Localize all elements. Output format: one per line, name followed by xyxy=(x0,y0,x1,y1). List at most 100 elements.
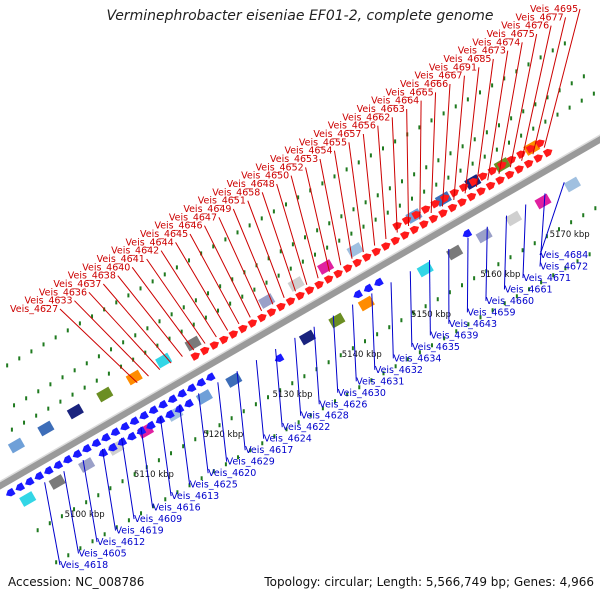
tick-dot xyxy=(394,139,397,144)
feature-box xyxy=(504,210,523,227)
tick-dot xyxy=(79,546,82,551)
tick-dot xyxy=(182,444,185,449)
tick-dot xyxy=(60,514,63,519)
gene-label: Veis_4635 xyxy=(412,342,460,353)
tick-dot xyxy=(194,437,197,442)
tick-dot xyxy=(107,371,110,376)
tick-dot xyxy=(522,109,525,114)
gene-label: Veis_4665 xyxy=(386,87,434,98)
forward-gene-arrow xyxy=(390,236,401,246)
feature-box xyxy=(96,386,114,403)
forward-gene-arrow xyxy=(247,319,258,328)
feature-box xyxy=(225,372,243,388)
tick-dot xyxy=(478,90,481,95)
tick-dot xyxy=(134,333,137,338)
label-connector xyxy=(390,282,394,359)
tick-dot xyxy=(369,153,372,158)
tick-dot xyxy=(339,353,342,358)
label-connector xyxy=(539,193,546,267)
forward-strand-labels: Veis_4695Veis_4677Veis_4676Veis_4675Veis… xyxy=(10,4,581,384)
reverse-gene-arrow xyxy=(120,421,130,431)
feature-box xyxy=(346,242,364,258)
tick-dot xyxy=(260,216,263,221)
gene-label: Veis_4616 xyxy=(153,503,201,514)
tick-dot xyxy=(289,266,292,271)
forward-gene-arrow xyxy=(476,187,486,196)
tick-dot xyxy=(345,167,348,172)
gene-label: Veis_4625 xyxy=(190,480,238,491)
tick-dot xyxy=(297,420,300,425)
tick-dot xyxy=(580,98,583,103)
label-connector xyxy=(509,33,538,168)
tick-dot xyxy=(224,462,227,467)
tick-dot xyxy=(321,406,324,411)
gene-label: Veis_4638 xyxy=(68,271,116,282)
tick-dot xyxy=(466,97,469,102)
tick-dot xyxy=(91,314,94,319)
gene-label: Veis_4632 xyxy=(375,365,423,376)
label-connector xyxy=(430,92,437,213)
tick-dot xyxy=(563,41,566,46)
label-connector xyxy=(88,291,161,370)
tick-dot xyxy=(568,105,571,110)
tick-dot xyxy=(588,252,591,257)
reverse-gene-arrow xyxy=(25,476,35,486)
forward-gene-arrow xyxy=(458,183,469,193)
gene-label: Veis_4613 xyxy=(171,491,219,502)
tick-dot xyxy=(437,158,440,163)
reverse-gene-arrow xyxy=(6,487,16,497)
tick-dot xyxy=(291,381,294,386)
label-connector xyxy=(539,182,565,256)
tick-dot xyxy=(515,294,518,299)
tick-dot xyxy=(140,511,143,516)
tick-dot xyxy=(91,539,94,544)
tick-dot xyxy=(253,287,256,292)
forward-gene-arrow xyxy=(420,205,431,215)
tick-dot xyxy=(279,249,282,254)
label-connector xyxy=(543,8,581,148)
tick-dot xyxy=(132,357,135,362)
tick-dot xyxy=(272,209,275,214)
gene-label: Veis_4639 xyxy=(430,330,478,341)
tick-dot xyxy=(249,448,252,453)
gene-label: Veis_4628 xyxy=(301,411,349,422)
tick-dot xyxy=(10,427,13,432)
tick-dot xyxy=(285,427,288,432)
tick-dot xyxy=(200,476,203,481)
label-connector xyxy=(102,283,172,364)
feature-box xyxy=(357,295,375,312)
reverse-gene-arrow xyxy=(167,394,178,403)
tick-dot xyxy=(386,210,389,215)
feature-box xyxy=(78,457,96,473)
tick-dot xyxy=(334,399,337,404)
label-connector xyxy=(160,250,217,338)
label-connector xyxy=(247,200,285,298)
reverse-gene-arrow xyxy=(139,410,149,420)
label-connector xyxy=(521,25,552,161)
forward-gene-arrow xyxy=(257,313,267,323)
reverse-gene-arrow xyxy=(186,383,197,392)
tick-dot xyxy=(212,469,215,474)
gene-label: Veis_4640 xyxy=(82,262,130,273)
feature-box xyxy=(563,176,581,193)
reverse-gene-arrow xyxy=(15,482,26,491)
reverse-gene-arrow xyxy=(206,372,216,381)
tick-dot xyxy=(544,119,547,124)
tick-dot xyxy=(146,326,149,331)
label-connector xyxy=(63,471,80,554)
tick-dot xyxy=(73,507,76,512)
feature-box xyxy=(7,437,26,454)
tick-dot xyxy=(533,241,536,246)
feature-box xyxy=(317,259,335,275)
genome-summary: Topology: circular; Length: 5,566,749 bp… xyxy=(264,575,594,589)
tick-dot xyxy=(230,416,233,421)
gene-label: Veis_4641 xyxy=(97,254,145,265)
label-connector xyxy=(236,371,246,451)
tick-dot xyxy=(448,290,451,295)
gene-label: Veis_4656 xyxy=(328,121,376,132)
gene-label: Veis_4618 xyxy=(60,560,108,571)
tick-dot xyxy=(175,265,178,270)
tick-dot xyxy=(388,325,391,330)
